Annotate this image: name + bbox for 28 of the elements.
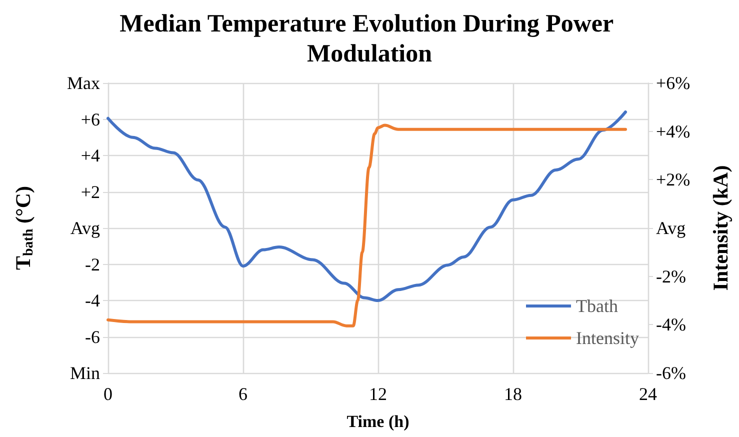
y2-axis-title: Intensity (kA)	[708, 165, 732, 291]
x-tick-label: 24	[639, 384, 657, 404]
x-axis-title: Time (h)	[346, 412, 410, 431]
y2-tick-label: -2%	[656, 266, 686, 286]
chart-title: Median Temperature Evolution During Power Modulation	[120, 10, 620, 68]
x-tick-label: 12	[369, 384, 387, 404]
y-tick-label: +2	[80, 182, 100, 202]
y-tick-label: Avg	[70, 218, 100, 238]
y-tick-label: -4	[85, 290, 100, 310]
y-tick-label: -2	[85, 254, 100, 274]
y-tick-label: Max	[67, 73, 100, 93]
legend-label: Intensity	[576, 328, 640, 348]
y-tick-label: Min	[70, 363, 100, 383]
y2-tick-label: +4%	[656, 121, 690, 142]
x-tick-label: 0	[104, 384, 112, 404]
y-axis-title: Tbath (°C)	[11, 186, 36, 270]
y-tick-label: +6	[80, 109, 100, 130]
y2-tick-label: -6%	[656, 363, 686, 383]
y2-tick-label: -4%	[656, 314, 686, 335]
y2-tick-label: Avg	[656, 218, 686, 238]
y-tick-label: +4	[80, 146, 100, 166]
y2-tick-label: +2%	[656, 170, 690, 190]
legend-label: Tbath	[576, 296, 618, 316]
y2-tick-label: +6%	[656, 73, 690, 93]
y-tick-label: -6	[85, 326, 100, 347]
x-tick-label: 6	[238, 384, 248, 404]
line-series	[106, 124, 627, 328]
x-tick-label: 18	[504, 384, 522, 404]
